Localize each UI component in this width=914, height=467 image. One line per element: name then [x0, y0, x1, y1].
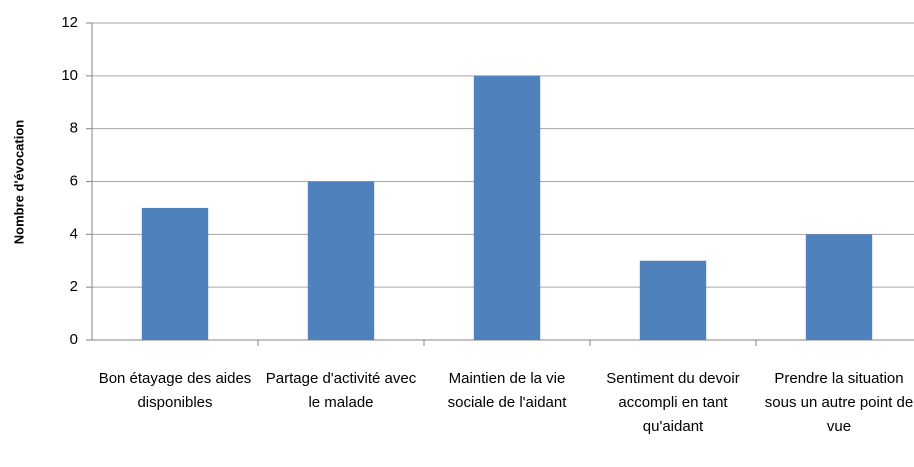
x-tick-label: Sentiment du devoir accompli en tant qu'ai… — [606, 370, 739, 435]
bar — [473, 75, 541, 340]
bar — [141, 207, 209, 340]
y-tick-label: 0 — [70, 331, 78, 348]
x-tick-label: Bon étayage des aides disponibles — [99, 370, 252, 411]
y-tick-label: 8 — [70, 120, 78, 137]
bar — [639, 260, 707, 340]
y-tick-label: 4 — [70, 225, 78, 242]
bar — [805, 234, 873, 340]
x-tick-label: Prendre la situation sous un autre point … — [765, 370, 913, 435]
x-tick-label: Maintien de la vie sociale de l'aidant — [448, 370, 568, 411]
y-tick-label: 6 — [70, 172, 78, 189]
y-tick-label: 2 — [70, 278, 78, 295]
y-tick-label: 10 — [61, 67, 78, 84]
bar — [307, 181, 375, 340]
y-tick-label: 12 — [61, 14, 78, 31]
y-axis-label: Nombre d'évocation — [11, 120, 26, 245]
x-tick-label: Partage d'activité avec le malade — [266, 370, 417, 411]
